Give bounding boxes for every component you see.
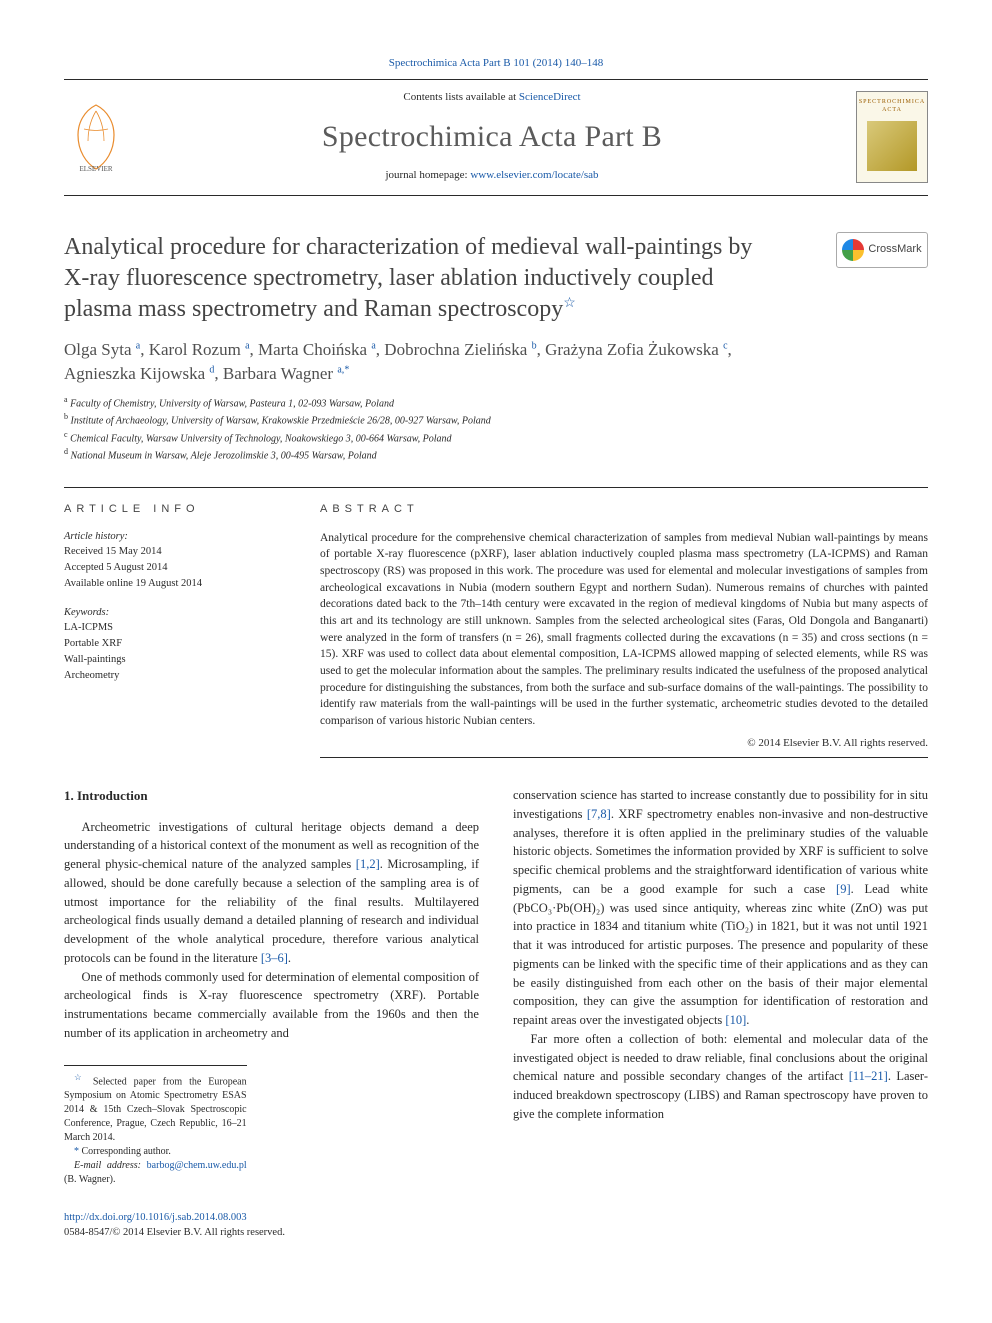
author: Barbara Wagner (223, 364, 333, 383)
contents-line: Contents lists available at ScienceDirec… (146, 90, 838, 105)
rule-under-masthead (64, 195, 928, 196)
received-date: Received 15 May 2014 (64, 544, 286, 560)
email-link[interactable]: barbog@chem.uw.edu.pl (147, 1160, 247, 1171)
corresponding-star-icon: * (74, 1146, 79, 1157)
journal-homepage: journal homepage: www.elsevier.com/locat… (146, 168, 838, 183)
abstract-column: abstract Analytical procedure for the co… (320, 487, 928, 758)
author-affil-sup: c (723, 341, 727, 352)
footnote-star-icon: ☆ (74, 1073, 86, 1082)
corresponding-star-icon: * (344, 364, 349, 375)
author-affil-sup: d (209, 364, 214, 375)
footnote-selected-paper: ☆ Selected paper from the European Sympo… (64, 1072, 247, 1145)
affiliation-item: Chemical Faculty, Warsaw University of T… (70, 433, 451, 444)
sciencedirect-link[interactable]: ScienceDirect (519, 91, 581, 103)
body-paragraph: One of methods commonly used for determi… (64, 968, 479, 1043)
keyword-item: Archeometry (64, 668, 286, 684)
accepted-date: Accepted 5 August 2014 (64, 560, 286, 576)
svg-text:ELSEVIER: ELSEVIER (79, 165, 112, 173)
authors: Olga Syta a, Karol Rozum a, Marta Choińs… (64, 338, 816, 386)
journal-cover-thumbnail: SPECTROCHIMICA ACTA (856, 91, 928, 183)
masthead: ELSEVIER Contents lists available at Sci… (64, 80, 928, 195)
article-info-column: article info Article history: Received 1… (64, 487, 286, 758)
crossmark[interactable]: CrossMark (836, 232, 928, 463)
abstract-heading: abstract (320, 502, 928, 517)
keyword-item: Wall-paintings (64, 652, 286, 668)
author: Grażyna Zofia Żukowska (545, 340, 719, 359)
author-affil-sup: a (136, 341, 140, 352)
author: Dobrochna Zielińska (384, 340, 527, 359)
affiliation-item: Institute of Archaeology, University of … (71, 416, 491, 427)
body-paragraph: Archeometric investigations of cultural … (64, 818, 479, 968)
article-title-line2: X-ray fluorescence spectrometry, laser a… (64, 265, 714, 291)
author-affil-sup: b (532, 341, 537, 352)
author-affil-sup: a (371, 341, 375, 352)
title-footnote-star-icon: ☆ (563, 296, 576, 311)
ref-link[interactable]: [11–21] (849, 1069, 888, 1083)
affiliations: a Faculty of Chemistry, University of Wa… (64, 394, 816, 463)
journal-citation: Spectrochimica Acta Part B 101 (2014) 14… (64, 56, 928, 71)
section-heading-intro: 1. Introduction (64, 786, 479, 806)
ref-link[interactable]: [9] (836, 882, 851, 896)
article-info-heading: article info (64, 502, 286, 517)
masthead-center: Contents lists available at ScienceDirec… (146, 90, 838, 183)
online-date: Available online 19 August 2014 (64, 576, 286, 592)
ref-link[interactable]: [3–6] (261, 951, 288, 965)
affiliation-item: National Museum in Warsaw, Aleje Jerozol… (71, 450, 377, 461)
keyword-item: Portable XRF (64, 636, 286, 652)
author: Agnieszka Kijowska (64, 364, 205, 383)
body-col-left: 1. Introduction Archeometric investigati… (64, 786, 479, 1187)
article-title-line3: plasma mass spectrometry and Raman spect… (64, 296, 563, 322)
ref-link[interactable]: [7,8] (587, 807, 611, 821)
abstract-text: Analytical procedure for the comprehensi… (320, 530, 928, 730)
keywords-label: Keywords: (64, 606, 286, 621)
ref-link[interactable]: [10] (725, 1013, 746, 1027)
journal-citation-link[interactable]: Spectrochimica Acta Part B 101 (2014) 14… (389, 57, 603, 69)
page-footer: http://dx.doi.org/10.1016/j.sab.2014.08.… (64, 1211, 928, 1240)
article-title-line1: Analytical procedure for characterizatio… (64, 234, 752, 260)
rule-under-abstract (320, 757, 928, 758)
footnote-corresponding: * Corresponding author. (64, 1145, 247, 1159)
body-columns: 1. Introduction Archeometric investigati… (64, 786, 928, 1187)
crossmark-label: CrossMark (868, 242, 921, 257)
elsevier-logo: ELSEVIER (64, 101, 128, 173)
cover-title-2: ACTA (882, 106, 902, 114)
abstract-copyright: © 2014 Elsevier B.V. All rights reserved… (320, 736, 928, 751)
author: Karol Rozum (149, 340, 241, 359)
footnote-email: E-mail address: barbog@chem.uw.edu.pl (B… (64, 1159, 247, 1187)
author: Olga Syta (64, 340, 132, 359)
article-title: Analytical procedure for characterizatio… (64, 232, 816, 324)
history-label: Article history: (64, 530, 286, 545)
body-col-right: conservation science has started to incr… (513, 786, 928, 1187)
cover-image-icon (867, 121, 917, 171)
author: Marta Choińska (258, 340, 367, 359)
journal-homepage-link[interactable]: www.elsevier.com/locate/sab (470, 169, 598, 181)
affiliation-item: Faculty of Chemistry, University of Wars… (70, 398, 394, 409)
cover-title-1: SPECTROCHIMICA (859, 98, 925, 106)
body-paragraph: Far more often a collection of both: ele… (513, 1030, 928, 1124)
ref-link[interactable]: [1,2] (356, 857, 380, 871)
journal-name: Spectrochimica Acta Part B (146, 116, 838, 158)
crossmark-icon (842, 239, 864, 261)
doi-link[interactable]: http://dx.doi.org/10.1016/j.sab.2014.08.… (64, 1212, 247, 1223)
issn-copyright: 0584-8547/© 2014 Elsevier B.V. All right… (64, 1226, 928, 1241)
author-affil-sup: a (245, 341, 249, 352)
keyword-item: LA-ICPMS (64, 620, 286, 636)
footnotes: ☆ Selected paper from the European Sympo… (64, 1065, 247, 1187)
body-paragraph: conservation science has started to incr… (513, 786, 928, 1030)
